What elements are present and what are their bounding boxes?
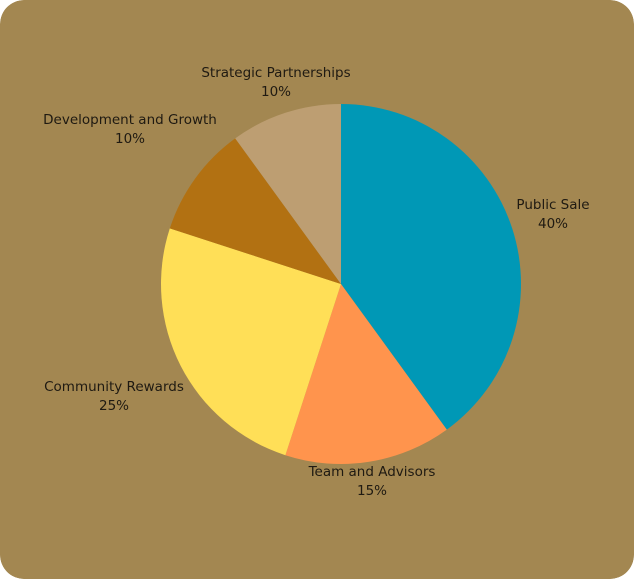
pie-slice-community-rewards [161, 228, 341, 456]
slice-percent-community-rewards: 25% [99, 398, 129, 414]
slice-label-development-and-growth: Development and Growth [43, 112, 217, 128]
slice-percent-team-and-advisors: 15% [357, 483, 387, 499]
slice-label-strategic-partnerships: Strategic Partnerships [201, 65, 350, 81]
slice-percent-development-and-growth: 10% [115, 131, 145, 147]
pie-slice-public-sale [341, 104, 521, 430]
slice-label-public-sale: Public Sale [516, 197, 589, 213]
pie-slice-strategic-partnerships [235, 104, 341, 284]
slice-percent-strategic-partnerships: 10% [261, 84, 291, 100]
slice-label-team-and-advisors: Team and Advisors [308, 464, 436, 480]
slice-percent-public-sale: 40% [538, 216, 568, 232]
pie-slice-team-and-advisors [285, 284, 447, 464]
pie-slice-development-and-growth [169, 138, 341, 284]
slice-label-community-rewards: Community Rewards [44, 379, 184, 395]
pie-labels: Public Sale 40% Team and Advisors 15% Commun… [43, 65, 589, 499]
pie-slices [161, 104, 521, 464]
